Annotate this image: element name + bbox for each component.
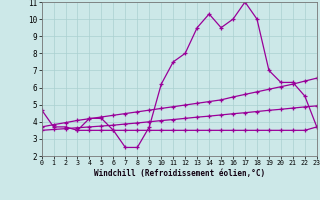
X-axis label: Windchill (Refroidissement éolien,°C): Windchill (Refroidissement éolien,°C) bbox=[94, 169, 265, 178]
